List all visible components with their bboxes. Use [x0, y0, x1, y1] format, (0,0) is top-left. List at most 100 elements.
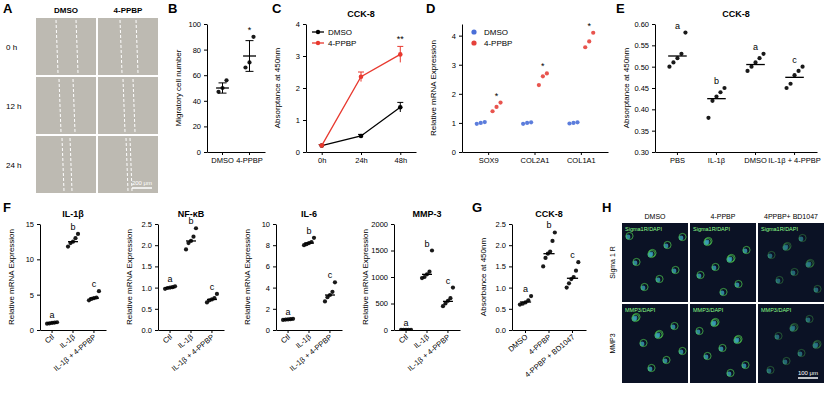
tick-mark [37, 259, 40, 260]
tick-mark [322, 152, 323, 155]
tick: 40 [193, 97, 207, 106]
plot-area [45, 232, 101, 326]
image-panel: ADMSO4-PPBP0 h12 h24 h200 μm [3, 1, 158, 193]
data-point [784, 86, 788, 90]
tick: Ctl [161, 330, 174, 345]
axis-line [462, 25, 463, 153]
annotation: a [286, 307, 291, 317]
tick-mark [273, 245, 276, 246]
tick-mark [211, 330, 212, 333]
data-point [548, 249, 552, 253]
mean-line [165, 287, 175, 288]
annotation: c [210, 282, 215, 292]
tick-mark [303, 88, 306, 89]
tick: 3 [452, 61, 462, 70]
tick-label: DMSO [211, 156, 234, 165]
tick-label: 0 [296, 148, 300, 157]
data-point [479, 121, 483, 125]
tick: 4-PPBP + BD1047 [523, 330, 576, 379]
data-point [745, 69, 749, 73]
tick-label: 5 [30, 291, 34, 300]
tick-label: IL-1β + 4-PPBP [406, 332, 452, 373]
annotations: abc [286, 226, 333, 317]
tick-mark [391, 277, 394, 278]
cell-stain [711, 319, 718, 326]
annotation: c [792, 55, 797, 65]
series-line [322, 54, 401, 145]
data-point [792, 73, 796, 77]
tick: 0h [318, 152, 326, 165]
error-cap [358, 72, 364, 73]
image-cell [36, 77, 96, 134]
tick-label: 80 [193, 46, 201, 55]
tick-label: DMSO [744, 156, 767, 165]
tick-mark [204, 101, 207, 102]
tick: 0 [266, 326, 276, 335]
image-panel: HDMSO4-PPBP4PPBP+ BD1047Sigma 1 RSigma1R… [602, 200, 824, 383]
tick-label: IL-1β + 4-PPBP [768, 156, 820, 165]
tick: 1.0 [142, 284, 158, 293]
data-point [73, 236, 77, 240]
wound-edge [59, 79, 61, 132]
tick-label: IL-1β + 4-PPBP [288, 332, 334, 373]
chart: 0246810CtlIL-1βIL-1β + 4-PPBPIL-6Relativ… [243, 209, 343, 373]
data-point [333, 280, 337, 284]
tick: IL-1β + 4-PPBP [406, 330, 452, 373]
tick-mark [549, 330, 550, 333]
mean-line [68, 241, 78, 242]
data-point [251, 35, 255, 39]
tick-mark [155, 224, 158, 225]
data-point [565, 286, 569, 290]
mean-line [567, 278, 578, 279]
legend-symbol [471, 40, 476, 45]
tick-mark [525, 330, 526, 333]
tick-label: 0 [452, 148, 456, 157]
x-axis: PBSIL-1βDMSOIL-1β + 4-PPBP [656, 152, 821, 165]
legend-label: 4-PPBP [484, 39, 512, 48]
plot-area [667, 30, 804, 120]
legend-symbol [316, 30, 320, 34]
annotations: abc [404, 239, 451, 328]
tick-label: 15 [26, 220, 34, 229]
tick: 1.0 [496, 284, 512, 293]
plot-area [518, 230, 581, 306]
row-header: 0 h [6, 43, 17, 52]
tick: 1500 [371, 246, 394, 255]
cell-stain [776, 276, 783, 283]
wound-edge [123, 79, 125, 132]
panel-letter: D [426, 1, 435, 16]
cell-stain [696, 327, 703, 334]
mean-line [401, 329, 411, 330]
data-point [312, 236, 316, 240]
tick-label: Ctl [397, 332, 410, 345]
data-point [587, 39, 591, 43]
annotation: * [587, 21, 591, 31]
cell-stain [799, 234, 806, 241]
mean-line [89, 298, 99, 299]
tick-label: 2000 [371, 220, 388, 229]
tick-label: 2.0 [142, 241, 152, 250]
panel-letter: A [3, 1, 13, 16]
x-axis: CtlIL-1βIL-1β + 4-PPBP [41, 330, 107, 373]
mean-line [785, 77, 804, 78]
mean-line [422, 274, 432, 275]
data-point [567, 121, 571, 125]
tick-label: 1500 [371, 246, 388, 255]
legend-label: DMSO [328, 28, 352, 37]
cell-stain [632, 314, 639, 321]
tick-label: 0.40 [634, 105, 649, 114]
tick: IL-1β + 4-PPBP [170, 330, 216, 373]
tick-label: 24h [355, 156, 368, 165]
y-axis: 051015 [26, 220, 41, 335]
tick-mark [273, 224, 276, 225]
tick-mark [509, 245, 512, 246]
tick: 0.50 [634, 63, 655, 72]
wound-edge [73, 79, 75, 132]
y-axis-title: Absorptance at 450nm [273, 47, 282, 128]
y-axis-title: Relative mRNA Expression [429, 40, 438, 136]
legend: DMSO4-PPBP [471, 28, 512, 48]
tick-mark [273, 330, 276, 331]
plot-area [475, 31, 596, 126]
data-point [718, 90, 722, 94]
row-header: 12 h [6, 102, 22, 111]
